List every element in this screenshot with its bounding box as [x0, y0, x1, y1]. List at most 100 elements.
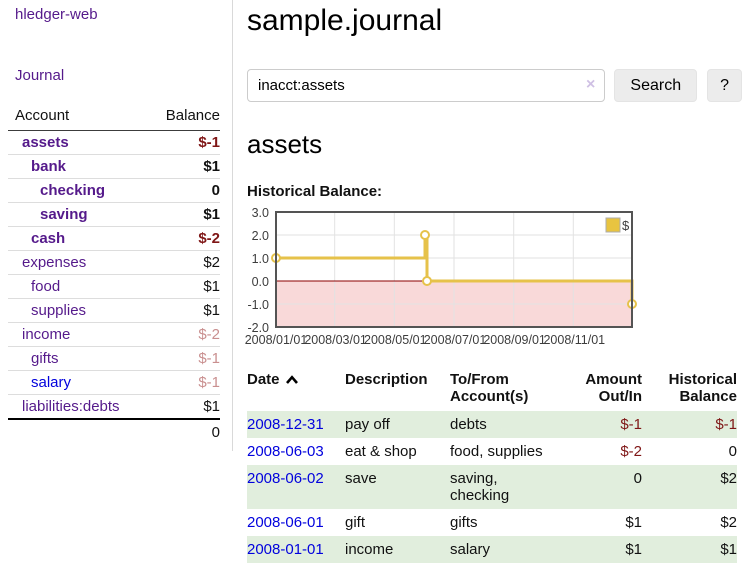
transaction-amount: $1: [550, 536, 642, 563]
transaction-amount: $1: [625, 514, 642, 531]
column-header-amount: Amount Out/In: [585, 371, 642, 405]
account-link-gifts[interactable]: gifts: [31, 350, 59, 367]
transaction-balance: $2: [642, 465, 737, 509]
x-tick-label: 2008/11/01: [543, 333, 605, 347]
transaction-amount: 0: [550, 465, 642, 509]
account-balance: $2: [144, 250, 220, 275]
search-form: × Search ?: [247, 69, 742, 102]
account-link-bank[interactable]: bank: [31, 158, 67, 175]
transaction-row: 2008-06-01 gift gifts $1 $2: [247, 509, 737, 536]
y-tick-label: 0.0: [252, 275, 269, 289]
account-balance: $-1: [144, 130, 220, 155]
account-link-liabilities-debts[interactable]: liabilities:debts: [22, 398, 120, 415]
transaction-balance: $2: [720, 514, 737, 531]
column-header-date-label: Date: [247, 371, 280, 388]
transaction-row: 2008-06-02 save saving, checking 0 $2: [247, 465, 737, 509]
account-balance: $1: [144, 394, 220, 419]
sidebar-item-saving: saving $1: [8, 202, 220, 227]
transaction-accounts: saving, checking: [450, 465, 550, 509]
account-link-salary[interactable]: salary: [31, 374, 72, 391]
account-link-saving[interactable]: saving: [40, 206, 88, 223]
account-link-checking[interactable]: checking: [40, 182, 106, 199]
account-link-food[interactable]: food: [31, 278, 61, 295]
sidebar-item-food: food $1: [8, 274, 220, 299]
x-tick-label: 2008/01/01: [245, 333, 308, 347]
transaction-description: pay off: [345, 411, 450, 438]
account-balance: $1: [144, 154, 220, 179]
account-link-expenses[interactable]: expenses: [22, 254, 87, 271]
transaction-accounts: gifts: [450, 514, 478, 531]
account-balance: 0: [144, 178, 220, 203]
sidebar-item-assets: assets $-1: [8, 130, 220, 155]
transaction-date-link[interactable]: 2008-01-01: [247, 541, 324, 558]
historical-balance-chart[interactable]: 3.0 2.0 1.0 0.0 -1.0 -2.0: [240, 207, 640, 349]
page-title: sample.journal: [247, 4, 443, 37]
account-balance: $-1: [144, 370, 220, 395]
plot-border: [275, 211, 633, 328]
transaction-amount: $-2: [620, 443, 642, 460]
sidebar-item-cash: cash $-2: [8, 226, 220, 251]
search-button[interactable]: Search: [614, 69, 698, 102]
column-header-description: Description: [345, 371, 428, 388]
transaction-row: 2008-01-01 income salary $1 $1: [247, 536, 737, 563]
main-content: sample.journal × Search ? assets Histori…: [245, 0, 742, 563]
search-input[interactable]: [247, 69, 606, 102]
accounts-header-balance: Balance: [144, 104, 220, 131]
transaction-date-link[interactable]: 2008-06-02: [247, 470, 324, 487]
account-balance: $-1: [144, 346, 220, 371]
transaction-balance: $1: [642, 536, 737, 563]
transaction-description: income: [345, 536, 450, 563]
y-tick-label: 3.0: [252, 207, 269, 220]
legend-label: $: [622, 218, 630, 233]
accounts-header-row: Account Balance: [8, 104, 220, 131]
account-heading: assets: [247, 129, 323, 159]
transaction-date-link[interactable]: 2008-06-03: [247, 443, 324, 460]
column-header-date[interactable]: Date: [247, 365, 345, 411]
sidebar-item-gifts: gifts $-1: [8, 346, 220, 371]
y-tick-label: 2.0: [252, 229, 269, 243]
sidebar-item-checking: checking 0: [8, 178, 220, 203]
sidebar-item-salary: salary $-1: [8, 370, 220, 395]
sidebar-item-journal[interactable]: Journal: [15, 67, 65, 84]
help-button[interactable]: ?: [707, 69, 742, 102]
accounts-header-account: Account: [8, 104, 145, 131]
sidebar-item-income: income $-2: [8, 322, 220, 347]
transaction-date-link[interactable]: 2008-06-01: [247, 514, 324, 531]
app-brand-link[interactable]: hledger-web: [15, 6, 98, 23]
register-header-row: Date Description To/From Account(s) Amou…: [247, 365, 737, 411]
sort-ascending-icon: [285, 374, 298, 384]
transaction-balance: 0: [728, 443, 737, 460]
transaction-date-link[interactable]: 2008-12-31: [247, 416, 324, 433]
column-header-balance: Historical Balance: [668, 371, 737, 405]
sidebar-item-liabilities-debts: liabilities:debts $1: [8, 394, 220, 419]
transaction-row: 2008-06-03 eat & shop food, supplies $-2…: [247, 438, 737, 465]
transaction-accounts: debts: [450, 411, 550, 438]
account-balance: $1: [144, 202, 220, 227]
register-table: Date Description To/From Account(s) Amou…: [247, 365, 737, 563]
accounts-total-row: 0: [8, 418, 220, 445]
y-tick-label: 1.0: [252, 252, 269, 266]
transaction-accounts: food, supplies: [450, 443, 543, 460]
legend-swatch: [605, 217, 621, 233]
column-header-accounts: To/From Account(s): [450, 371, 529, 405]
account-link-assets[interactable]: assets: [22, 134, 69, 151]
account-link-cash[interactable]: cash: [31, 230, 66, 247]
account-balance: $1: [144, 274, 220, 299]
transaction-description: gift: [345, 514, 366, 531]
y-tick-label: -2.0: [247, 321, 269, 335]
clear-search-icon[interactable]: ×: [586, 76, 596, 93]
x-tick-label: 2008/05/01: [364, 333, 427, 347]
account-link-supplies[interactable]: supplies: [31, 302, 87, 319]
transaction-balance: $-1: [642, 411, 737, 438]
sidebar-item-bank: bank $1: [8, 154, 220, 179]
sidebar-item-supplies: supplies $1: [8, 298, 220, 323]
account-balance: $-2: [144, 226, 220, 251]
chart-gridlines: [276, 213, 632, 326]
transaction-amount: $-1: [550, 411, 642, 438]
transaction-description: eat & shop: [345, 443, 417, 460]
account-link-income[interactable]: income: [22, 326, 71, 343]
account-balance: $1: [144, 298, 220, 323]
account-balance: $-2: [144, 322, 220, 347]
sidebar: hledger-web Journal Account Balance asse…: [0, 0, 233, 451]
transaction-description: save: [345, 465, 450, 509]
